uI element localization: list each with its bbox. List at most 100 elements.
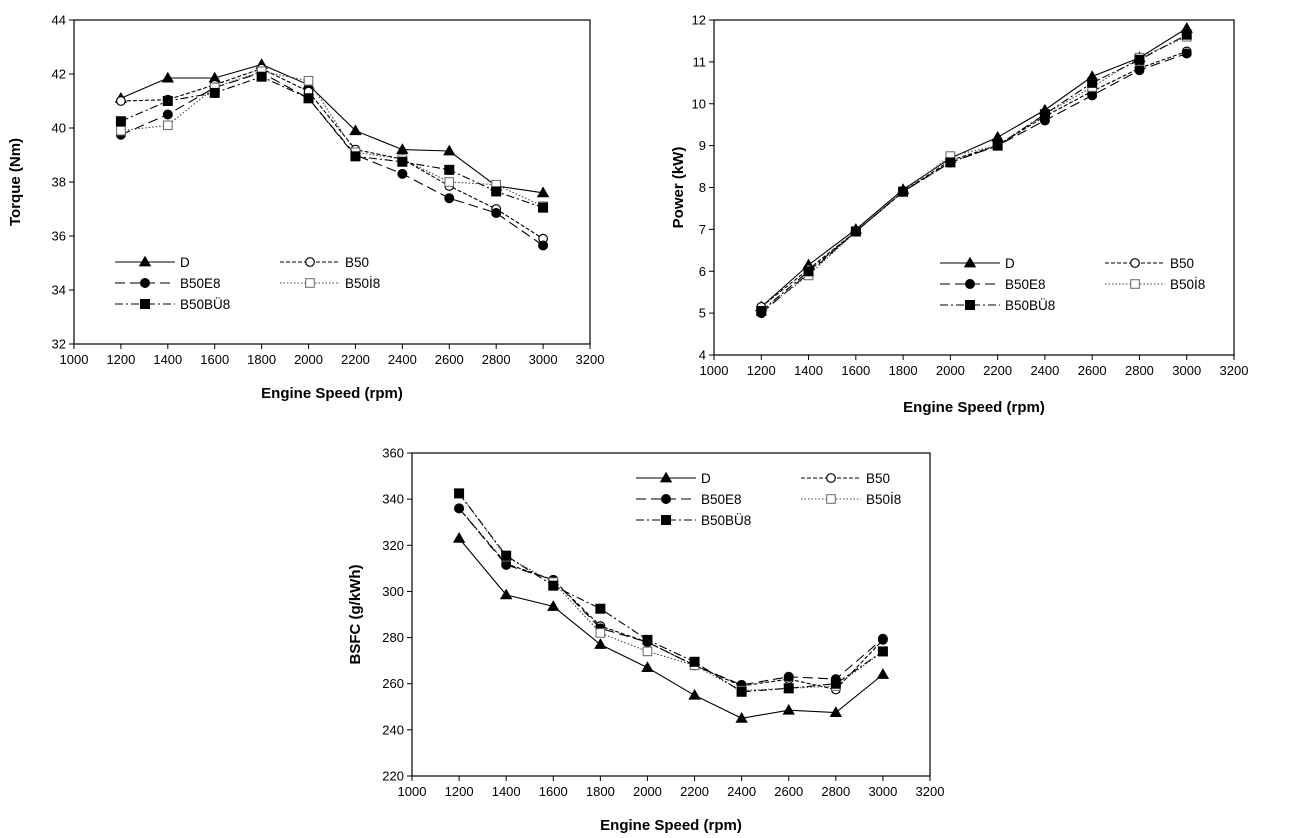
legend-label: B50 <box>345 255 369 270</box>
x-tick-label: 2200 <box>341 352 370 367</box>
data-point-b50bu8 <box>1181 29 1192 40</box>
legend-marker <box>140 299 150 309</box>
data-point-d <box>349 124 362 136</box>
series-b50i8 <box>116 66 548 212</box>
legend-label: B50 <box>1170 256 1194 271</box>
data-point-b50e8 <box>538 240 549 251</box>
x-tick-label: 1000 <box>700 363 729 378</box>
data-point-b50 <box>116 96 126 106</box>
data-point-b50e8 <box>397 168 408 179</box>
legend-marker <box>965 279 975 289</box>
series-line-b50e8 <box>458 508 884 686</box>
legend-label: B50İ8 <box>866 492 901 507</box>
legend-marker <box>1130 258 1140 268</box>
data-point-b50i8 <box>303 75 314 86</box>
x-tick-label: 2000 <box>936 363 965 378</box>
data-point-b50bu8 <box>115 116 126 127</box>
data-point-b50bu8 <box>1134 54 1145 65</box>
x-tick-label: 3000 <box>1172 363 1201 378</box>
legend-entry-b50: B50 <box>280 255 369 270</box>
legend: D B50 B50E8 B50İ8 B50BÜ8 <box>115 255 380 312</box>
data-point-d <box>536 186 550 198</box>
data-point-b50i8 <box>642 646 653 657</box>
data-point-b50e8 <box>1134 65 1145 76</box>
data-point-d <box>688 688 701 700</box>
x-tick-label: 1200 <box>445 784 474 799</box>
data-point-b50bu8 <box>945 157 956 168</box>
data-point-d <box>829 706 843 717</box>
series-b50bu8 <box>115 71 549 213</box>
legend-entry-b50: B50 <box>1105 256 1194 271</box>
legend-entry-b50: B50 <box>801 471 890 486</box>
series-line-b50 <box>458 508 884 691</box>
y-tick-label: 300 <box>382 584 404 599</box>
data-point-d <box>452 532 466 543</box>
x-tick-label: 1800 <box>247 352 276 367</box>
legend-label: B50İ8 <box>345 276 380 291</box>
y-tick-label: 240 <box>382 722 404 737</box>
series-line-b50i8 <box>760 36 1187 312</box>
data-point-b50bu8 <box>162 96 173 106</box>
legend-label: B50BÜ8 <box>1005 298 1055 313</box>
y-tick-label: 280 <box>382 630 404 645</box>
data-point-b50bu8 <box>548 580 559 591</box>
data-point-b50bu8 <box>830 678 841 689</box>
data-point-b50e8 <box>444 193 455 204</box>
x-tick-label: 1400 <box>794 363 823 378</box>
y-tick-label: 8 <box>699 180 706 195</box>
y-tick-label: 4 <box>699 348 706 363</box>
legend-label: B50BÜ8 <box>701 513 751 528</box>
legend-marker <box>965 300 975 310</box>
x-tick-label: 1600 <box>539 784 568 799</box>
y-tick-label: 9 <box>699 138 706 153</box>
x-tick-label: 3200 <box>916 784 945 799</box>
y-tick-label: 36 <box>52 229 66 244</box>
data-point-b50bu8 <box>350 151 361 162</box>
data-point-b50e8 <box>1181 48 1192 59</box>
data-point-d <box>876 668 890 679</box>
series-b50 <box>116 63 548 244</box>
series-b50bu8 <box>756 29 1192 317</box>
legend-entry-b50e8: B50E8 <box>636 492 742 507</box>
x-tick-label: 1400 <box>153 352 182 367</box>
legend-marker <box>661 494 671 504</box>
series-b50bu8 <box>454 488 888 697</box>
series-line-b50i8 <box>120 70 544 207</box>
legend-entry-d: D <box>940 256 1015 271</box>
series-b50e8 <box>454 503 888 690</box>
legend-marker <box>1130 279 1140 289</box>
legend-marker <box>826 494 836 504</box>
legend-marker <box>305 257 315 267</box>
legend-entry-b50i8: B50İ8 <box>280 276 380 291</box>
y-tick-label: 40 <box>52 121 66 136</box>
legend-entry-d: D <box>115 255 190 270</box>
data-point-d <box>396 143 409 155</box>
x-tick-label: 2800 <box>821 784 850 799</box>
data-point-b50bu8 <box>783 683 794 694</box>
x-tick-label: 1800 <box>586 784 615 799</box>
x-tick-label: 3000 <box>529 352 558 367</box>
data-point-b50bu8 <box>397 156 408 167</box>
power-chart: 1000 1200 1400 1600 1800 2000 2200 2400 2600 2800… <box>670 13 1248 417</box>
data-point-b50bu8 <box>898 186 909 197</box>
x-tick-label: 3200 <box>576 352 605 367</box>
data-point-b50i8 <box>116 125 126 136</box>
series-line-d <box>458 538 884 719</box>
data-point-d <box>641 661 654 672</box>
data-point-d <box>991 130 1004 142</box>
y-tick-label: 6 <box>699 264 706 279</box>
data-point-b50bu8 <box>501 550 512 561</box>
x-tick-label: 2400 <box>388 352 417 367</box>
x-tick-label: 1800 <box>889 363 918 378</box>
legend-label: B50İ8 <box>1170 277 1205 292</box>
legend-label: D <box>701 471 711 486</box>
data-point-b50bu8 <box>209 87 220 98</box>
data-point-b50e8 <box>491 208 502 219</box>
y-tick-label: 320 <box>382 538 404 553</box>
legend-entry-b50i8: B50İ8 <box>1105 277 1205 292</box>
y-tick-label: 11 <box>693 54 707 69</box>
data-point-d <box>594 638 607 649</box>
x-tick-label: 1200 <box>747 363 776 378</box>
y-axis-label: BSFC (g/kWh) <box>347 565 364 665</box>
data-point-b50bu8 <box>992 140 1003 151</box>
